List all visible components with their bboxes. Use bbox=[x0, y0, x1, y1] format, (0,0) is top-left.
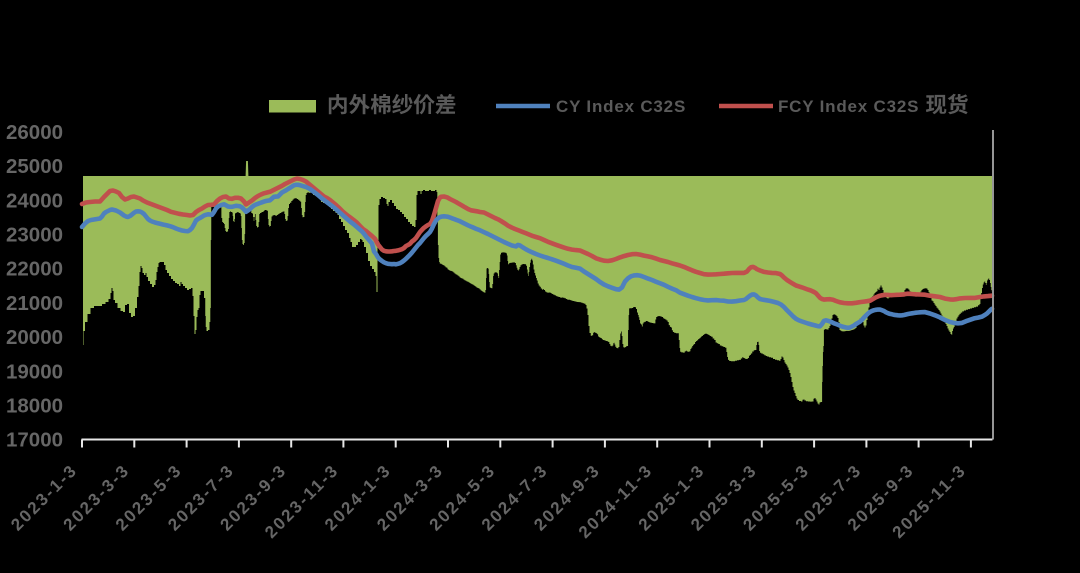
svg-text:FCY Index C32S: FCY Index C32S bbox=[778, 97, 919, 116]
svg-text:21000: 21000 bbox=[6, 292, 63, 315]
svg-text:17000: 17000 bbox=[6, 429, 63, 452]
svg-text:23000: 23000 bbox=[6, 224, 63, 247]
svg-text:25000: 25000 bbox=[6, 155, 63, 178]
svg-text:CY Index C32S: CY Index C32S bbox=[556, 97, 686, 116]
svg-text:24000: 24000 bbox=[6, 189, 63, 212]
svg-text:18000: 18000 bbox=[6, 395, 63, 418]
svg-text:19000: 19000 bbox=[6, 360, 63, 383]
svg-text:20000: 20000 bbox=[6, 326, 63, 349]
svg-text:22000: 22000 bbox=[6, 258, 63, 281]
svg-text:26000: 26000 bbox=[6, 121, 63, 144]
